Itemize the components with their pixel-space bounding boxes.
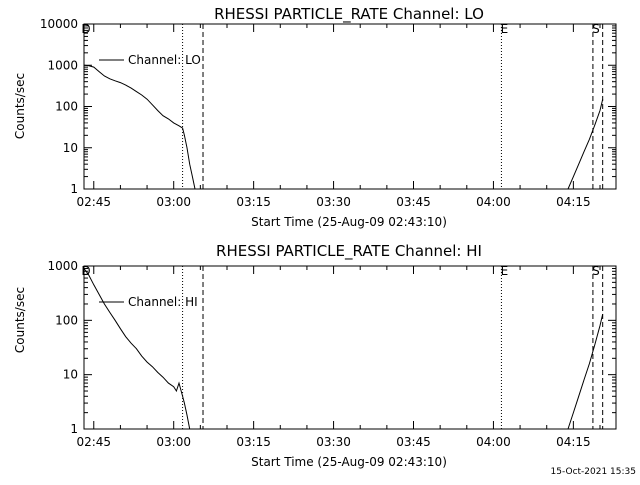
plot-frame [83,265,617,430]
event-label: E [501,22,509,36]
x-axis-label: Start Time (25-Aug-09 02:43:10) [251,455,447,469]
legend-label: Channel: LO [128,53,201,67]
panel-lo: RHESSI PARTICLE_RATE Channel: LO Start T… [13,5,617,229]
series-line [83,64,196,190]
x-tick-label: 03:15 [236,195,271,209]
y-tick-label: 1000 [47,259,78,273]
event-label: D [81,22,90,36]
y-tick-label: 1 [70,182,78,196]
series-line [83,268,191,430]
event-label: S [592,264,600,278]
x-axis-label: Start Time (25-Aug-09 02:43:10) [251,215,447,229]
y-tick-label: 10000 [40,17,78,31]
x-tick-label: 03:30 [316,435,351,449]
x-tick-label: 02:45 [76,195,111,209]
chart-title: RHESSI PARTICLE_RATE Channel: HI [216,242,482,261]
x-tick-label: 04:15 [556,435,591,449]
x-tick-label: 03:00 [156,435,191,449]
x-tick-label: 03:30 [316,195,351,209]
legend-label: Channel: HI [128,295,198,309]
series-line [567,99,604,190]
event-label: E [501,264,509,278]
x-tick-label: 04:15 [556,195,591,209]
y-tick-label: 10 [63,368,78,382]
chart-title: RHESSI PARTICLE_RATE Channel: LO [214,5,484,24]
panel-hi: RHESSI PARTICLE_RATE Channel: HI Start T… [13,242,617,469]
y-axis-label: Counts/sec [13,73,27,139]
footer-timestamp: 15-Oct-2021 15:35 [551,467,636,477]
x-tick-label: 03:15 [236,435,271,449]
x-tick-label: 04:00 [476,435,511,449]
y-tick-label: 100 [55,100,78,114]
y-tick-label: 10 [63,141,78,155]
y-tick-label: 1000 [47,58,78,72]
x-tick-label: 03:45 [396,435,431,449]
y-tick-label: 100 [55,313,78,327]
plot-frame [83,23,617,190]
x-tick-label: 03:45 [396,195,431,209]
x-tick-label: 03:00 [156,195,191,209]
x-tick-label: 04:00 [476,195,511,209]
y-axis-label: Counts/sec [13,287,27,353]
y-tick-label: 1 [70,422,78,436]
series-line [567,313,604,430]
x-tick-label: 02:45 [76,435,111,449]
event-label: S [592,22,600,36]
